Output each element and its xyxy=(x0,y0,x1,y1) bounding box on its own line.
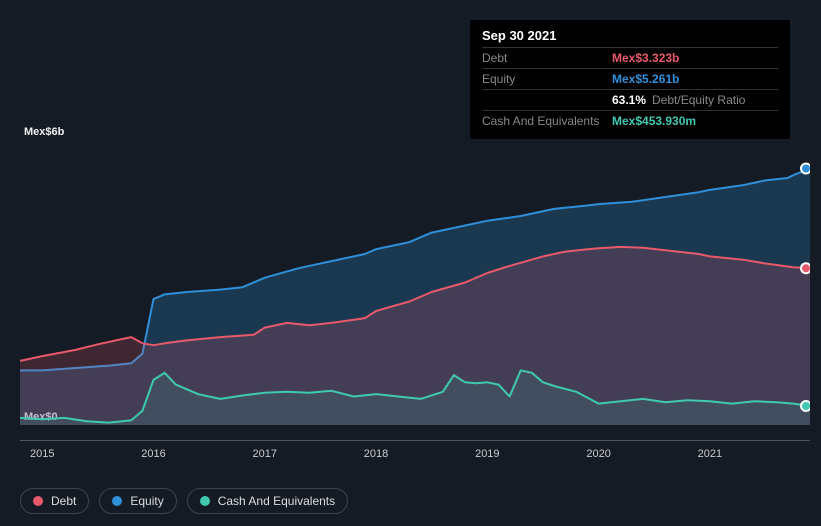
tooltip-row: Cash And EquivalentsMex$453.930m xyxy=(482,110,778,131)
x-axis-line xyxy=(20,440,810,441)
x-axis: 2015 2016 2017 2018 2019 2020 2021 xyxy=(20,448,811,468)
series-end-marker xyxy=(801,263,810,273)
legend-swatch xyxy=(33,496,43,506)
tooltip-row-value: Mex$453.930m xyxy=(612,114,696,128)
legend-item-cash-and-equivalents[interactable]: Cash And Equivalents xyxy=(187,488,348,514)
legend-swatch xyxy=(112,496,122,506)
x-axis-tick: 2016 xyxy=(141,448,165,460)
chart-tooltip: Sep 30 2021 DebtMex$3.323bEquityMex$5.26… xyxy=(470,20,790,139)
legend: Debt Equity Cash And Equivalents xyxy=(20,488,348,514)
tooltip-row-secondary: Debt/Equity Ratio xyxy=(652,93,745,107)
tooltip-row-label: Equity xyxy=(482,72,612,86)
legend-item-equity[interactable]: Equity xyxy=(99,488,176,514)
legend-label: Debt xyxy=(51,494,76,508)
x-axis-tick: 2020 xyxy=(586,448,610,460)
debt-equity-chart[interactable] xyxy=(20,140,810,440)
legend-item-debt[interactable]: Debt xyxy=(20,488,89,514)
tooltip-row-label: Cash And Equivalents xyxy=(482,114,612,128)
series-end-marker xyxy=(801,401,810,411)
series-end-marker xyxy=(801,164,810,174)
legend-label: Cash And Equivalents xyxy=(218,494,335,508)
tooltip-row: 63.1%Debt/Equity Ratio xyxy=(482,89,778,110)
x-axis-tick: 2017 xyxy=(253,448,277,460)
tooltip-row: DebtMex$3.323b xyxy=(482,47,778,68)
tooltip-row: EquityMex$5.261b xyxy=(482,68,778,89)
tooltip-row-value: Mex$5.261b xyxy=(612,72,679,86)
tooltip-row-value: 63.1%Debt/Equity Ratio xyxy=(612,93,745,107)
tooltip-row-label xyxy=(482,93,612,107)
tooltip-row-label: Debt xyxy=(482,51,612,65)
tooltip-row-value: Mex$3.323b xyxy=(612,51,679,65)
legend-swatch xyxy=(200,496,210,506)
x-axis-tick: 2019 xyxy=(475,448,499,460)
legend-label: Equity xyxy=(130,494,163,508)
y-axis-label: Mex$6b xyxy=(24,126,64,138)
tooltip-date: Sep 30 2021 xyxy=(482,28,778,43)
x-axis-tick: 2015 xyxy=(30,448,54,460)
x-axis-tick: 2018 xyxy=(364,448,388,460)
x-axis-tick: 2021 xyxy=(698,448,722,460)
